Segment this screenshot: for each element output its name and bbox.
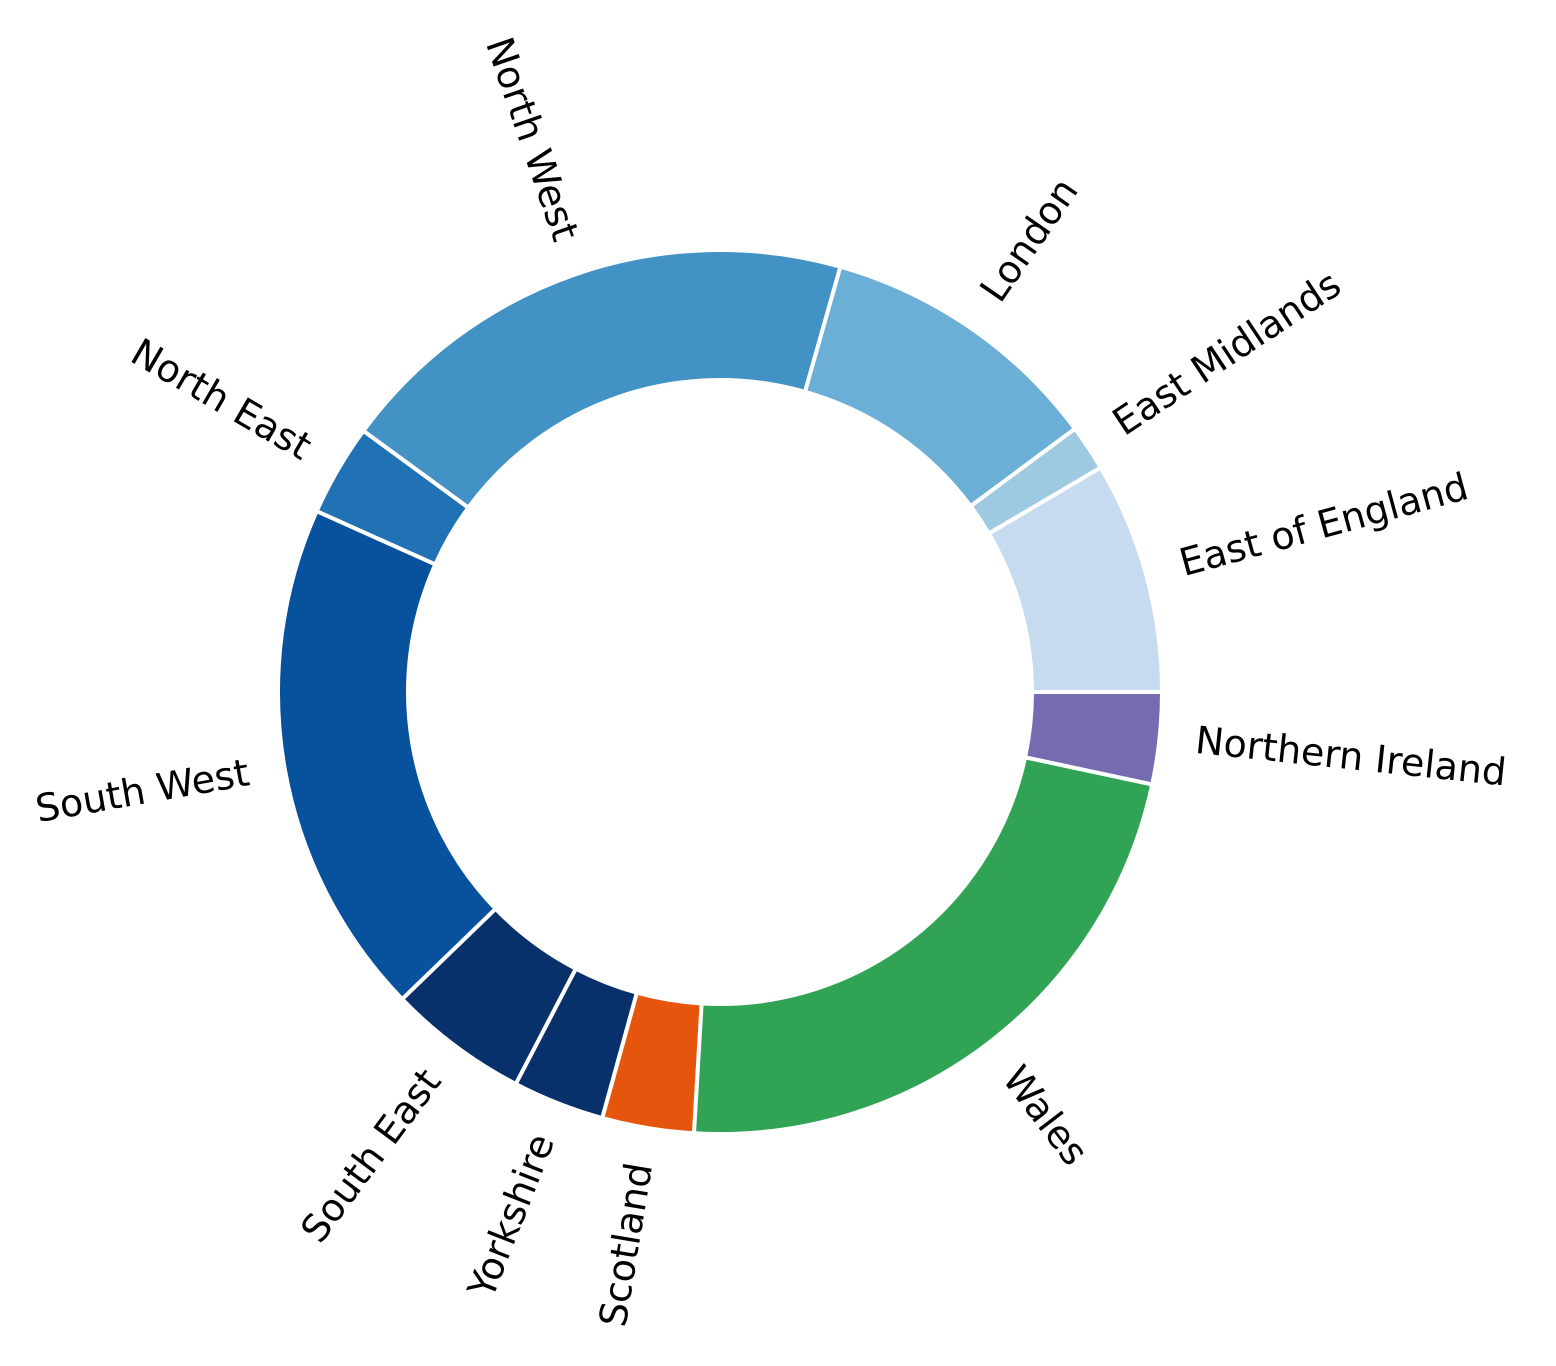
slice-label-scotland: Scotland (591, 1160, 661, 1330)
slice-south-west (276, 509, 498, 1002)
donut-slices (276, 248, 1164, 1136)
slice-label-east-midlands: East Midlands (1105, 262, 1349, 444)
slice-label-yorkshire: Yorkshire (459, 1128, 563, 1305)
slice-label-east-of-england: East of England (1175, 464, 1473, 585)
slice-label-south-east: South East (292, 1060, 450, 1250)
slice-label-northern-ireland: Northern Ireland (1193, 718, 1508, 795)
slice-label-london: London (971, 170, 1086, 310)
slice-label-wales: Wales (994, 1058, 1097, 1174)
slice-northern-ireland (1023, 690, 1164, 787)
slice-label-north-west: North West (477, 32, 588, 247)
slice-wales (691, 755, 1155, 1136)
slice-label-south-west: South West (32, 750, 252, 831)
slice-north-west (361, 248, 843, 510)
slice-label-north-east: North East (124, 330, 319, 469)
